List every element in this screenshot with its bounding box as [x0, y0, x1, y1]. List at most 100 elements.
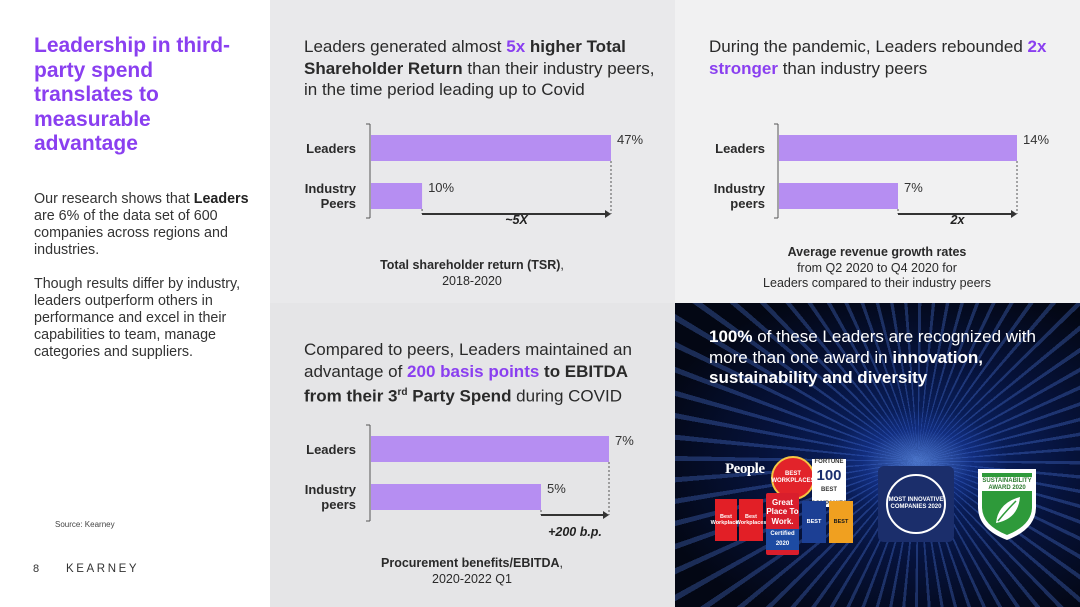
category-label-line: Leaders [306, 442, 356, 457]
ebitda-caption-bold: Procurement benefits/EBITDA [381, 556, 560, 570]
category-label: Leaders [715, 141, 765, 156]
tsr-chart: Leaders 47% Industry Peers 10% ~5X [305, 123, 643, 227]
tsr-caption-period: 2018-2020 [442, 273, 502, 288]
difference-annotation: 2x [950, 213, 966, 227]
fortune-best-badge-1: BEST [802, 501, 826, 543]
page-number: 8 [33, 563, 40, 575]
growth-chart: Leaders 14% Industry peers 7% 2x [714, 123, 1049, 227]
growth-caption-line2: from Q2 2020 to Q4 2020 for [797, 260, 957, 275]
body-paragraph: Though results differ by industry, leade… [34, 276, 241, 360]
leaf-shield-icon [978, 469, 1036, 540]
tsr-caption-rest: , [560, 258, 564, 272]
panel-awards-title: 100% of these Leaders are recognized wit… [709, 327, 1059, 389]
category-label-line: Industry [714, 181, 766, 196]
panel-growth: During the pandemic, Leaders rebounded 2… [675, 0, 1080, 303]
starburst-background [675, 303, 1080, 607]
ebitda-title-part: Compared to peers, Leaders maintained an… [304, 340, 632, 381]
best-workplaces-badge-1: Best Workplaces [711, 499, 741, 541]
awards-title-bold2: innovation, sustainability and diversity [709, 347, 984, 388]
great-place-to-work-badge: Great Place To Work. Certified 2020 [766, 493, 799, 555]
tsr-title-part: Leaders generated almost [304, 37, 507, 56]
category-label-line: Industry [305, 181, 357, 196]
most-innovative-companies-badge: MOST INNOVATIVE COMPANIES 2020 [878, 466, 954, 542]
panel-growth-title: During the pandemic, Leaders rebounded 2… [709, 36, 1069, 79]
value-label: 47% [617, 132, 643, 147]
ebitda-title-rest: during COVID [511, 386, 622, 406]
difference-arrowhead [605, 210, 611, 218]
brand-logo: KEARNEY [66, 563, 140, 575]
category-label-line: Peers [321, 196, 356, 211]
growth-caption-line3: Leaders compared to their industry peers [763, 276, 991, 290]
growth-caption: Average revenue growth rates from Q2 2020… [727, 245, 1027, 292]
value-label: 14% [1023, 132, 1049, 147]
difference-annotation: +200 b.p. [548, 525, 602, 539]
category-label: Leaders [306, 141, 356, 156]
sustainability-label: SUSTAINABILITY AWARD 2020 [982, 478, 1032, 491]
ebitda-title-sup: rd [397, 387, 408, 398]
tsr-title-highlight: 5x [506, 37, 526, 56]
fortune-best-badge-2: BEST [829, 501, 853, 543]
panel-awards: 100% of these Leaders are recognized wit… [675, 303, 1080, 607]
fortune-100-number: 100 [816, 467, 842, 484]
intro-prefix: Our research shows that [34, 191, 194, 207]
left-column: Leadership in third-party spend translat… [0, 0, 270, 607]
ebitda-caption-rest: , [559, 556, 563, 570]
ebitda-title-bold: to EBITDA from their 3 [304, 361, 628, 406]
ebitda-caption: Procurement benefits/EBITDA, 2020-2022 Q1 [322, 556, 622, 587]
tsr-caption: Total shareholder return (TSR), 2018-2020 [322, 258, 622, 289]
source-note: Source: Kearney [55, 520, 115, 529]
ebitda-chart: Leaders 7% Industry peers 5% +200 b.p. [305, 424, 634, 539]
category-label-line: Leaders [306, 141, 356, 156]
difference-annotation: ~5X [505, 213, 528, 227]
bar-1 [371, 183, 423, 209]
bar-0 [779, 135, 1017, 161]
value-label: 5% [547, 481, 566, 496]
category-label: Industry Peers [305, 181, 357, 211]
best-workplaces-badge-2: Best Workplaces [736, 499, 766, 541]
sustainability-award-badge: SUSTAINABILITY AWARD 2020 [972, 463, 1042, 543]
gptw-certified: Certified 2020 [766, 529, 799, 551]
intro-bold: Leaders [193, 191, 249, 207]
growth-title-highlight: 2x stronger [709, 37, 1047, 78]
category-label: Industry peers [305, 482, 357, 512]
bar-0 [371, 135, 611, 161]
ebitda-title-highlight: 200 basis points [407, 361, 540, 381]
tsr-title-rest: than their industry peers, in the time p… [304, 58, 655, 100]
growth-title-rest: than industry peers [777, 58, 928, 78]
bar-1 [779, 183, 898, 209]
category-label-line: Leaders [715, 141, 765, 156]
panel-tsr-title: Leaders generated almost 5x higher Total… [304, 36, 664, 101]
page-headline: Leadership in third-party spend translat… [34, 34, 231, 155]
panel-ebitda: Compared to peers, Leaders maintained an… [270, 303, 675, 607]
value-label: 7% [904, 180, 923, 195]
category-label-line: peers [730, 196, 765, 211]
fortune-label: FORTUNE [814, 459, 844, 465]
most-innovative-label: MOST INNOVATIVE COMPANIES 2020 [886, 474, 946, 534]
intro-text: Our research shows that Leaders are 6% o… [34, 191, 249, 259]
difference-arrowhead [603, 511, 609, 519]
bar-1 [371, 484, 541, 510]
tsr-title-bold: higher Total Shareholder Return [304, 37, 626, 78]
panel-tsr: Leaders generated almost 5x higher Total… [270, 0, 675, 303]
panel-ebitda-title: Compared to peers, Leaders maintained an… [304, 339, 664, 407]
tsr-caption-bold: Total shareholder return (TSR) [380, 258, 561, 272]
people-award-logo: People [725, 461, 765, 477]
growth-caption-bold: Average revenue growth rates [787, 245, 967, 259]
category-label-line: Industry [305, 482, 357, 497]
bar-0 [371, 436, 609, 462]
growth-title-part: During the pandemic, Leaders rebounded [709, 37, 1028, 56]
ebitda-title-bold2: Party Spend [407, 386, 512, 406]
category-label: Leaders [306, 442, 356, 457]
intro-suffix: are 6% of the data set of 600 companies … [34, 208, 228, 258]
difference-arrowhead [1011, 210, 1017, 218]
value-label: 10% [428, 180, 454, 195]
gptw-label: Great Place To Work. [766, 497, 799, 526]
category-label-line: peers [321, 497, 356, 512]
awards-title-bold1: 100% [709, 327, 753, 346]
awards-title-part: of these Leaders are recognized with mor… [709, 327, 1036, 367]
value-label: 7% [615, 433, 634, 448]
category-label: Industry peers [714, 181, 766, 211]
best-workplaces-badge: BEST WORKPLACES [771, 456, 815, 500]
ebitda-caption-period: 2020-2022 Q1 [432, 571, 512, 586]
